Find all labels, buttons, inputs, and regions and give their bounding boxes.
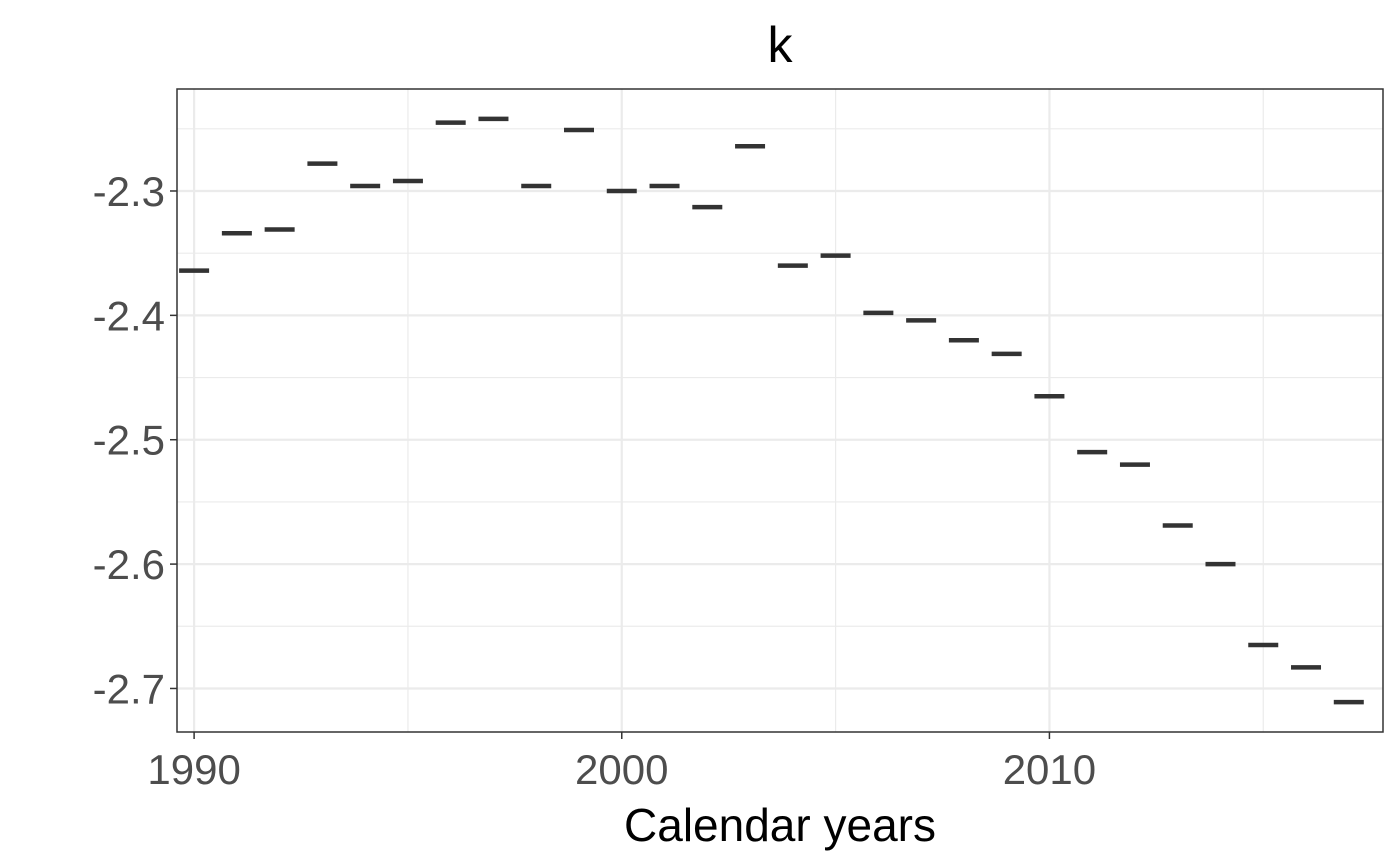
- x-tick-label: 2000: [575, 746, 668, 793]
- plot-panel-border: [176, 88, 1384, 733]
- y-tick-label: -2.6: [93, 541, 165, 588]
- x-axis-label: Calendar years: [624, 799, 936, 851]
- y-tick-label: -2.3: [93, 168, 165, 215]
- data-marks: [179, 116, 1364, 705]
- x-tick-label: 1990: [147, 746, 240, 793]
- x-tick-label: 2010: [1003, 746, 1096, 793]
- grid: [177, 89, 1383, 732]
- y-tick-label: -2.7: [93, 665, 165, 712]
- axis-ticks: -2.7 -2.6 -2.5 -2.4 -2.3 1990 2000 2010: [93, 168, 1097, 793]
- y-tick-label: -2.5: [93, 417, 165, 464]
- y-tick-label: -2.4: [93, 292, 165, 339]
- chart-title: k: [768, 17, 794, 73]
